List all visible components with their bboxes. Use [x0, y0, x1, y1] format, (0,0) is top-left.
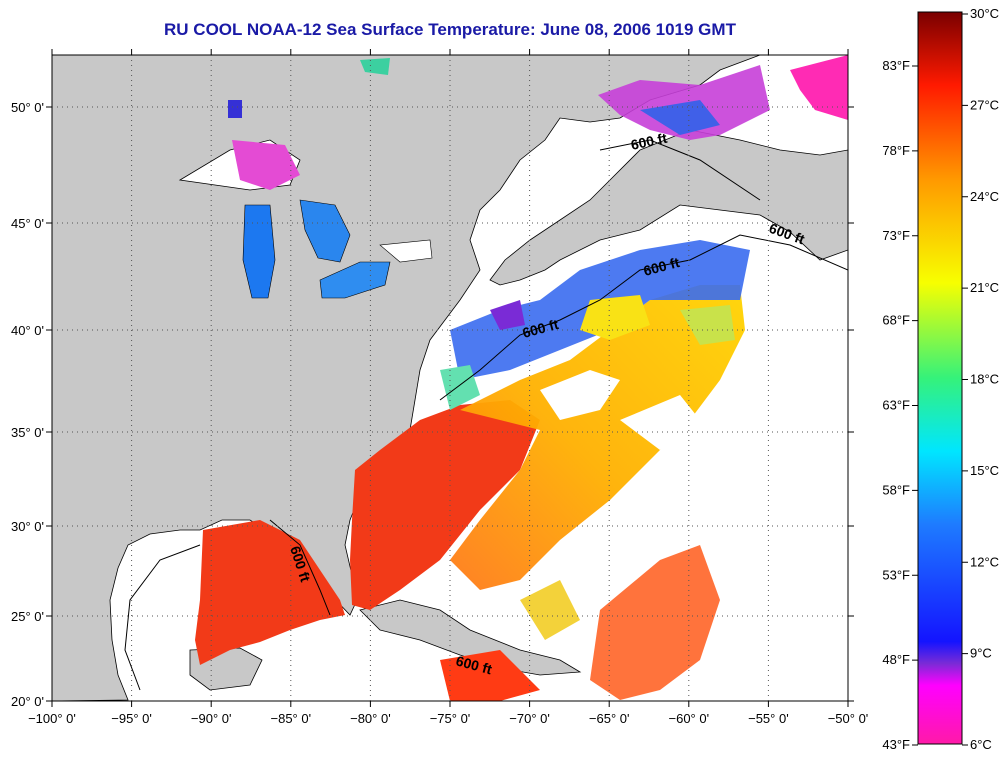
isobath-600ft: [124, 139, 848, 691]
lon-tick-label: −90° 0': [191, 711, 232, 726]
colorbar-fahrenheit-label: 48°F: [882, 652, 910, 667]
land-cuba: [359, 599, 582, 676]
colorbar-fahrenheit-label: 43°F: [882, 737, 910, 752]
sst-gulf-stream-core: [350, 400, 540, 610]
lon-tick-label: −50° 0': [828, 711, 869, 726]
lat-tick-label: 20° 0': [11, 694, 44, 709]
lon-tick-label: −80° 0': [350, 711, 391, 726]
colorbar-fahrenheit-label: 58°F: [882, 482, 910, 497]
colorbar-celsius-label: 24°C: [970, 189, 999, 204]
sst-southeast-patches: [590, 545, 720, 700]
lat-tick-label: 25° 0': [11, 609, 44, 624]
colorbar-celsius-label: 9°C: [970, 646, 992, 661]
lon-tick-label: −55° 0': [748, 711, 789, 726]
colorbar-celsius-label: 12°C: [970, 554, 999, 569]
axis-ticks: −100° 0' −95° 0' −90° 0' −85° 0' −80° 0' −75°…: [11, 49, 868, 726]
colorbar-fahrenheit-label: 73°F: [882, 228, 910, 243]
lat-tick-label: 45° 0': [11, 216, 44, 231]
colorbar: [917, 11, 963, 745]
great-lakes-sst: [178, 58, 433, 299]
colorbar-celsius-label: 18°C: [970, 372, 999, 387]
colorbar-fahrenheit-label: 78°F: [882, 143, 910, 158]
colorbar-labels: 30°C 27°C 24°C 21°C 18°C 15°C 12°C 9°C 6°C 83°F 78…: [882, 6, 999, 752]
colorbar-celsius-label: 6°C: [970, 737, 992, 752]
lon-tick-label: −95° 0': [111, 711, 152, 726]
lon-tick-label: −75° 0': [430, 711, 471, 726]
lat-tick-label: 50° 0': [11, 100, 44, 115]
land-maritimes: [489, 129, 848, 286]
colorbar-fahrenheit-label: 68°F: [882, 313, 910, 328]
colorbar-celsius-label: 30°C: [970, 6, 999, 21]
colorbar-celsius-label: 15°C: [970, 463, 999, 478]
lon-tick-label: −60° 0': [669, 711, 710, 726]
sst-gulf-of-mexico: [195, 520, 345, 665]
lat-tick-label: 30° 0': [11, 519, 44, 534]
colorbar-fahrenheit-label: 63°F: [882, 398, 910, 413]
lon-tick-label: −70° 0': [509, 711, 550, 726]
isobath-label: 600 ft: [629, 130, 668, 153]
lon-tick-label: −65° 0': [589, 711, 630, 726]
sst-gulf-stream-outer: [450, 285, 745, 590]
colorbar-celsius-label: 21°C: [970, 280, 999, 295]
colorbar-celsius-label: 27°C: [970, 97, 999, 112]
map-title: RU COOL NOAA-12 Sea Surface Temperature:…: [164, 20, 736, 39]
lon-tick-label: −100° 0': [28, 711, 76, 726]
lon-tick-label: −85° 0': [271, 711, 312, 726]
colorbar-fahrenheit-label: 83°F: [882, 58, 910, 73]
lat-tick-label: 40° 0': [11, 323, 44, 338]
colorbar-fahrenheit-label: 53°F: [882, 567, 910, 582]
lat-tick-label: 35° 0': [11, 425, 44, 440]
